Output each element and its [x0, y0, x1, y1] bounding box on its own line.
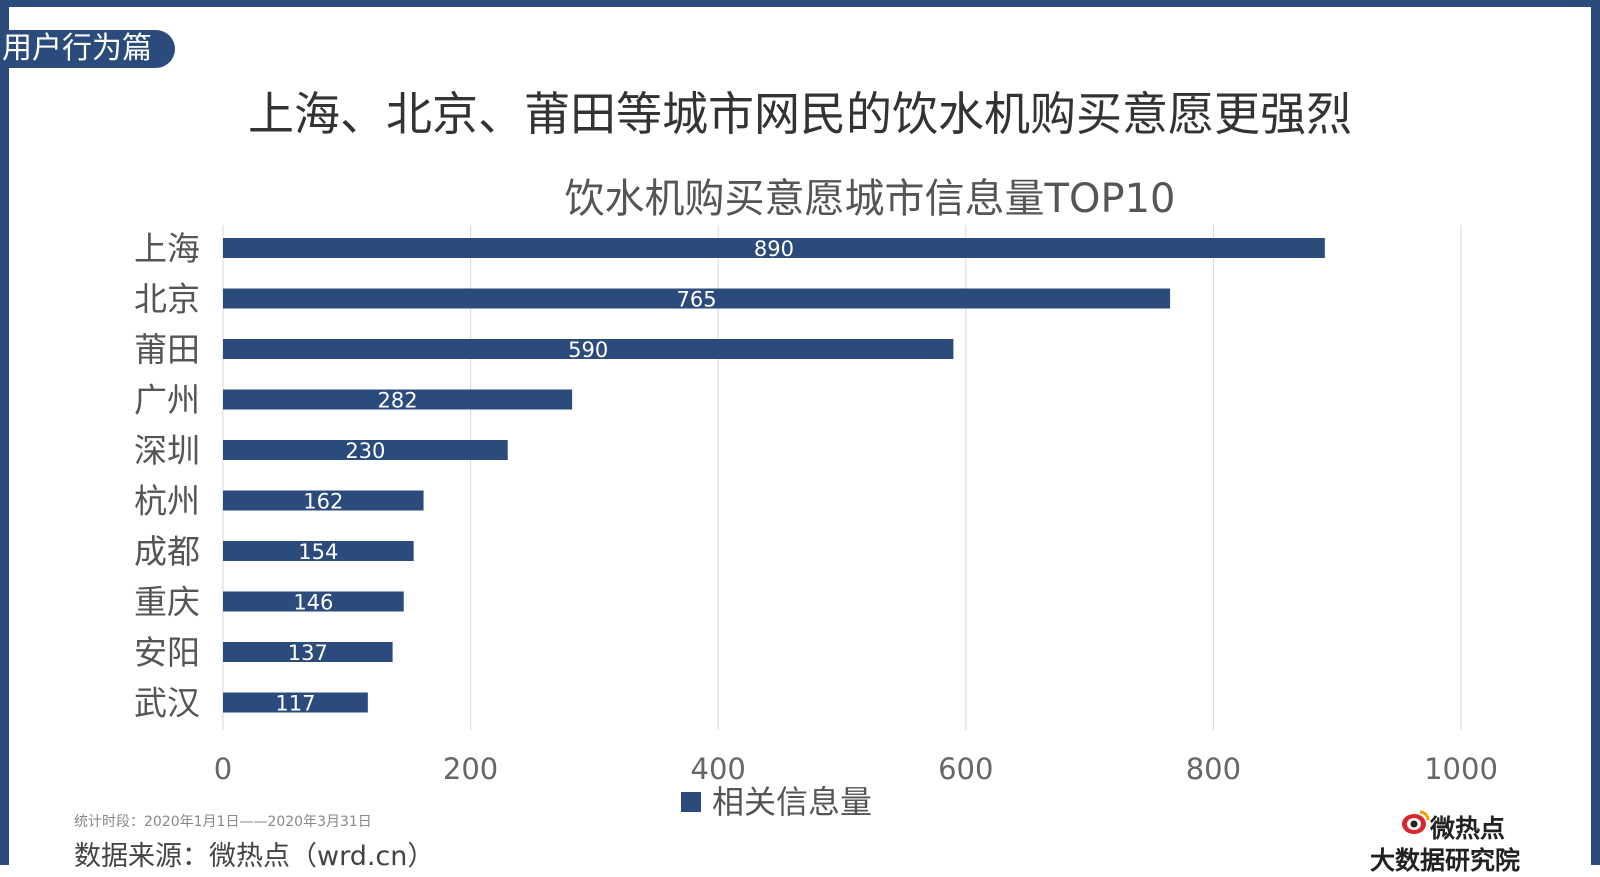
- bar: [223, 238, 1325, 258]
- data-label: 162: [303, 490, 343, 514]
- x-tick-label: 600: [938, 752, 993, 786]
- data-label: 282: [378, 389, 418, 413]
- bar: [223, 389, 573, 410]
- bar: [223, 692, 368, 713]
- bar: [223, 288, 1171, 309]
- bar: [223, 642, 393, 662]
- data-label: 230: [345, 439, 385, 463]
- category-label: 上海: [134, 229, 200, 268]
- frame-left-border: [0, 0, 9, 865]
- frame-right-border: [1591, 0, 1600, 865]
- bar: [223, 440, 508, 460]
- data-label: 137: [288, 641, 328, 665]
- data-label: 154: [298, 540, 338, 564]
- logo-subtitle: 大数据研究院: [1370, 846, 1521, 875]
- weibo-eye-icon: [1402, 810, 1430, 834]
- category-label: 广州: [134, 381, 200, 420]
- x-tick-label: 800: [1186, 752, 1241, 786]
- category-label: 杭州: [134, 482, 200, 521]
- category-label: 重庆: [134, 583, 200, 622]
- logo-name: 微热点: [1430, 814, 1506, 843]
- x-tick-label: 0: [214, 752, 232, 786]
- bar: [223, 541, 414, 561]
- page-title: 上海、北京、莆田等城市网民的饮水机购买意愿更强烈: [248, 87, 1352, 141]
- category-label: 北京: [134, 280, 200, 319]
- bar: [223, 490, 424, 511]
- statistics-period: 统计时段：2020年1月1日——2020年3月31日: [74, 814, 372, 830]
- frame-top-border: [0, 0, 1600, 7]
- category-label: 安阳: [134, 633, 200, 672]
- bar: [223, 591, 404, 612]
- x-tick-label: 400: [691, 752, 746, 786]
- section-tab: 用户行为篇: [0, 30, 175, 68]
- legend-swatch: [681, 792, 701, 812]
- category-label: 莆田: [134, 330, 200, 369]
- data-label: 590: [568, 338, 608, 362]
- data-source: 数据来源：微热点（wrd.cn）: [74, 841, 435, 872]
- category-label: 深圳: [134, 431, 200, 470]
- category-label: 武汉: [134, 684, 200, 723]
- x-tick-label: 1000: [1424, 752, 1498, 786]
- data-label: 765: [676, 288, 716, 312]
- data-label: 890: [754, 237, 794, 261]
- category-label: 成都: [134, 532, 200, 571]
- chart-title: 饮水机购买意愿城市信息量TOP10: [565, 176, 1176, 222]
- data-label: 146: [293, 591, 333, 615]
- x-tick-label: 200: [443, 752, 498, 786]
- weiredian-logo: 微热点 大数据研究院: [1370, 806, 1545, 875]
- data-label: 117: [275, 692, 315, 716]
- bar: [223, 339, 954, 359]
- legend-label: 相关信息量: [712, 783, 872, 821]
